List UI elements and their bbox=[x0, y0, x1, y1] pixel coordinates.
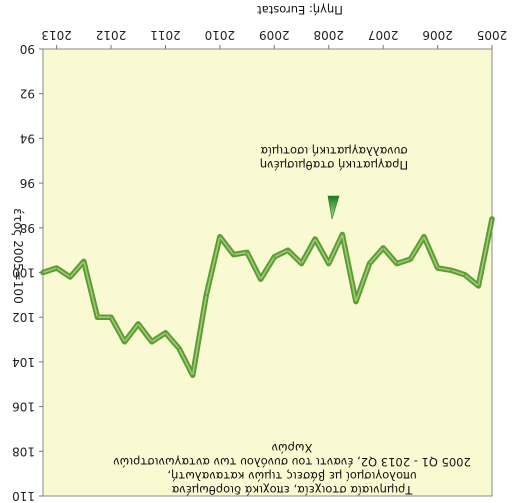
data-point bbox=[450, 269, 452, 272]
y-tick-label: 98 bbox=[20, 221, 35, 235]
y-tick-label: 106 bbox=[12, 400, 35, 414]
data-point bbox=[382, 247, 384, 249]
data-point bbox=[259, 278, 262, 280]
data-point bbox=[82, 260, 85, 263]
arrow-icon bbox=[327, 195, 340, 220]
x-tick-label: 2010 bbox=[205, 28, 236, 42]
data-point bbox=[178, 347, 180, 350]
x-tick-label: 2011 bbox=[150, 28, 181, 42]
data-point bbox=[477, 285, 480, 287]
data-point bbox=[42, 271, 44, 274]
data-point bbox=[110, 316, 112, 318]
data-point bbox=[273, 256, 276, 258]
data-point bbox=[69, 276, 71, 278]
data-point bbox=[409, 258, 412, 260]
note-line2: υπολογισμοί με βάσεις τιμών καταναλωτή, bbox=[167, 469, 416, 483]
data-point bbox=[55, 267, 58, 269]
x-tick-label: 2005 bbox=[477, 28, 508, 42]
y-tick-label: 108 bbox=[12, 444, 35, 458]
data-point bbox=[423, 235, 425, 238]
data-point bbox=[396, 262, 398, 265]
data-point bbox=[96, 316, 99, 318]
data-point bbox=[164, 332, 167, 334]
data-point bbox=[191, 374, 194, 377]
data-point bbox=[341, 233, 344, 236]
x-tick-label: 2007 bbox=[368, 28, 399, 42]
series-line-highlight bbox=[42, 218, 493, 377]
y-axis-title: έτος 2005=100 bbox=[11, 208, 25, 303]
x-tick-label: 2006 bbox=[422, 28, 453, 42]
note-line1: Τριμηνιαία στοιχεία, εποχικά διορθωμένα bbox=[171, 483, 413, 497]
data-point bbox=[464, 273, 466, 276]
x-tick-label: 2012 bbox=[96, 28, 127, 42]
data-point bbox=[137, 323, 139, 325]
x-axis: 2005 2006 2007 2008 2009 2010 2011 2012 2013 bbox=[41, 28, 507, 49]
data-point bbox=[232, 253, 235, 256]
data-point bbox=[327, 262, 330, 265]
y-tick-label: 96 bbox=[20, 176, 35, 190]
note-line4: Χωρών bbox=[272, 441, 313, 455]
data-point bbox=[287, 249, 289, 251]
data-point bbox=[246, 251, 248, 254]
arrow-annotation-line1: Πραγματική σταθμισμένη bbox=[260, 158, 408, 172]
data-point bbox=[436, 267, 439, 269]
data-point bbox=[491, 218, 493, 220]
y-tick-label: 94 bbox=[20, 131, 35, 145]
data-point bbox=[368, 262, 371, 265]
x-tick-label: 2009 bbox=[259, 28, 290, 42]
series-layer bbox=[40, 216, 495, 379]
y-tick-label: 92 bbox=[20, 87, 35, 101]
data-point bbox=[205, 294, 208, 296]
y-tick-label: 90 bbox=[20, 42, 35, 56]
data-point bbox=[150, 341, 153, 343]
data-point bbox=[314, 238, 316, 240]
y-tick-label: 104 bbox=[12, 355, 35, 369]
y-tick-label: 100 bbox=[12, 266, 35, 280]
data-point bbox=[123, 341, 126, 343]
y-tick-label: 110 bbox=[12, 489, 35, 503]
x-tick-label: 2008 bbox=[313, 28, 344, 42]
source-note: Πηγή: Eurostat bbox=[257, 3, 343, 17]
arrow-annotation-line2: συναλλαγματική ισοτιμία bbox=[260, 144, 408, 158]
data-point bbox=[300, 262, 303, 265]
note-line3: 2005 Q1 - 2013 Q2, έναντι του συνόλου τω… bbox=[113, 455, 471, 469]
arrow-marker bbox=[327, 195, 340, 220]
x-tick-label: 2013 bbox=[41, 28, 72, 42]
data-point bbox=[219, 235, 221, 238]
y-tick-label: 102 bbox=[12, 310, 35, 324]
y-axis: 90 92 94 96 98 100 102 104 106 108 110 bbox=[12, 42, 43, 503]
data-point bbox=[355, 300, 357, 303]
